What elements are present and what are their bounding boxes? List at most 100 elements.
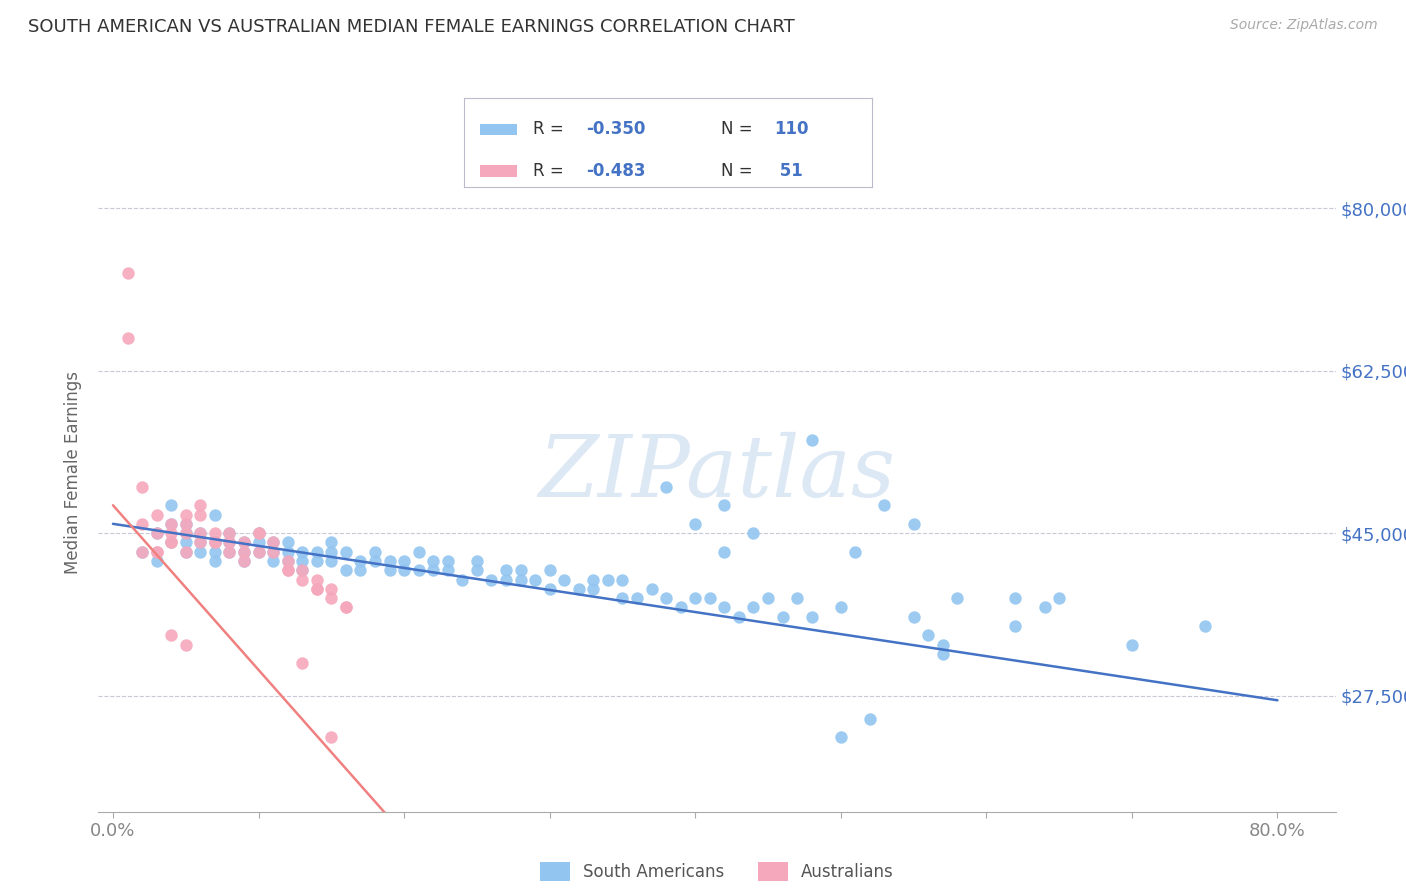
Point [321, 731, 343, 745]
Point [903, 516, 925, 531]
Point [305, 573, 328, 587]
Point [277, 554, 299, 568]
Point [131, 516, 153, 531]
Point [378, 563, 401, 577]
Point [451, 573, 474, 587]
Point [160, 516, 183, 531]
Point [174, 526, 197, 541]
Point [364, 544, 387, 558]
Legend: South Americans, Australians: South Americans, Australians [540, 862, 894, 881]
Text: SOUTH AMERICAN VS AUSTRALIAN MEDIAN FEMALE EARNINGS CORRELATION CHART: SOUTH AMERICAN VS AUSTRALIAN MEDIAN FEMA… [28, 18, 794, 36]
Point [509, 563, 531, 577]
Point [233, 535, 256, 549]
Point [612, 591, 634, 606]
Point [145, 526, 167, 541]
Point [291, 544, 314, 558]
Point [291, 563, 314, 577]
Point [305, 582, 328, 596]
Point [247, 535, 270, 549]
Point [1121, 638, 1143, 652]
Point [145, 544, 167, 558]
Point [335, 600, 357, 615]
Point [218, 544, 240, 558]
Text: Source: ZipAtlas.com: Source: ZipAtlas.com [1230, 18, 1378, 32]
Point [786, 591, 808, 606]
Point [145, 508, 167, 522]
Point [713, 600, 735, 615]
Point [582, 582, 605, 596]
Point [233, 544, 256, 558]
Point [1004, 619, 1026, 633]
Point [596, 573, 619, 587]
Point [188, 498, 211, 512]
Point [335, 600, 357, 615]
Text: R =: R = [533, 120, 569, 138]
Point [524, 573, 547, 587]
Point [917, 628, 939, 642]
Point [683, 516, 706, 531]
Point [218, 526, 240, 541]
Point [946, 591, 969, 606]
Point [612, 573, 634, 587]
Point [174, 544, 197, 558]
Point [713, 498, 735, 512]
Point [481, 573, 503, 587]
Point [204, 526, 226, 541]
Point [800, 609, 823, 624]
Point [247, 526, 270, 541]
Point [277, 563, 299, 577]
Point [233, 535, 256, 549]
Point [495, 573, 517, 587]
Point [800, 434, 823, 448]
Point [277, 535, 299, 549]
Point [160, 628, 183, 642]
Point [247, 526, 270, 541]
Point [160, 535, 183, 549]
Point [582, 573, 605, 587]
Point [131, 544, 153, 558]
Point [188, 544, 211, 558]
Point [422, 554, 444, 568]
Point [335, 544, 357, 558]
Point [422, 563, 444, 577]
Point [291, 656, 314, 670]
Point [364, 554, 387, 568]
Point [174, 526, 197, 541]
Point [204, 535, 226, 549]
Point [742, 600, 765, 615]
Point [321, 554, 343, 568]
Point [174, 535, 197, 549]
Point [291, 573, 314, 587]
Point [436, 554, 458, 568]
Point [728, 609, 751, 624]
Text: ZIPatlas: ZIPatlas [538, 432, 896, 514]
Point [218, 535, 240, 549]
Point [247, 526, 270, 541]
Text: 110: 110 [773, 120, 808, 138]
Point [204, 544, 226, 558]
Point [233, 554, 256, 568]
Y-axis label: Median Female Earnings: Median Female Earnings [65, 371, 83, 574]
Point [174, 638, 197, 652]
Point [683, 591, 706, 606]
Point [188, 508, 211, 522]
Point [655, 591, 678, 606]
Point [859, 712, 882, 726]
Point [204, 508, 226, 522]
Point [174, 516, 197, 531]
Point [233, 544, 256, 558]
Point [655, 480, 678, 494]
Point [262, 544, 284, 558]
Point [626, 591, 648, 606]
Point [277, 563, 299, 577]
Point [713, 544, 735, 558]
Point [204, 535, 226, 549]
Point [392, 554, 415, 568]
Point [392, 563, 415, 577]
Point [262, 554, 284, 568]
Point [160, 535, 183, 549]
Point [204, 535, 226, 549]
Point [247, 544, 270, 558]
Point [538, 563, 561, 577]
Point [873, 498, 896, 512]
